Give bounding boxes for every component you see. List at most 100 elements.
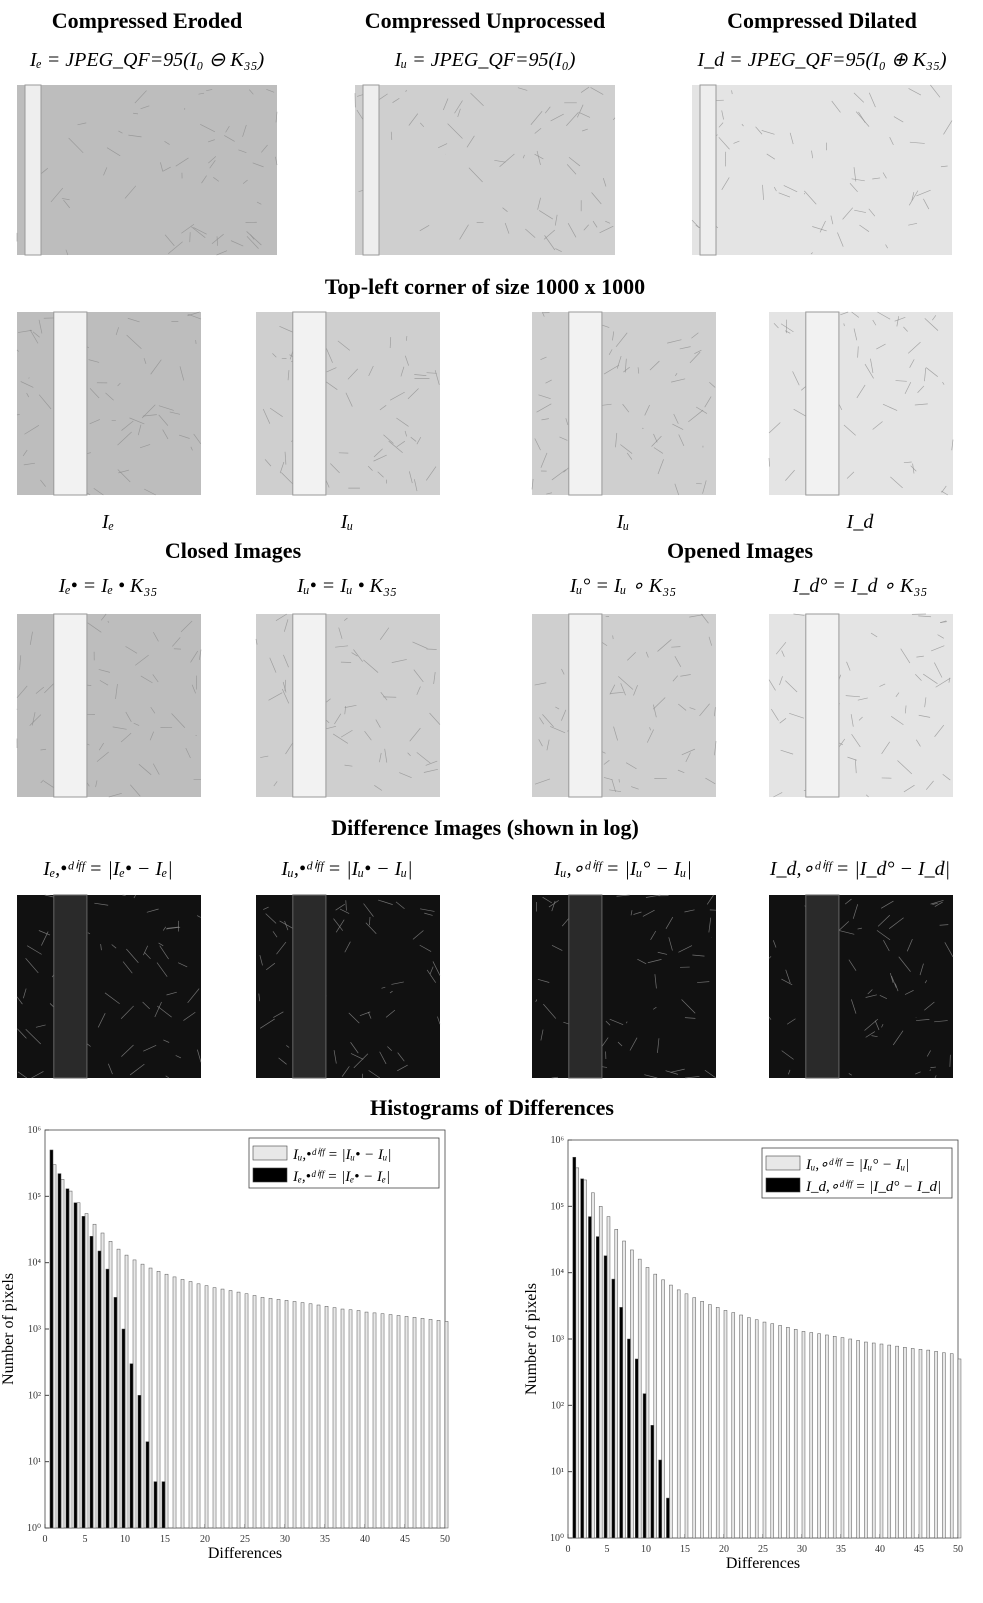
x-tick-label: 0 bbox=[43, 1534, 48, 1545]
bar bbox=[701, 1301, 704, 1538]
y-tick-label: 10⁶ bbox=[28, 1125, 42, 1136]
bar bbox=[109, 1241, 112, 1528]
y-tick-label: 10⁴ bbox=[551, 1268, 565, 1279]
bar bbox=[950, 1354, 953, 1538]
bar bbox=[162, 1482, 165, 1528]
image bbox=[256, 312, 440, 495]
x-tick-label: 20 bbox=[719, 1544, 729, 1555]
image-frame bbox=[54, 312, 87, 495]
bar bbox=[740, 1315, 743, 1538]
bar bbox=[779, 1325, 782, 1538]
x-axis-label: Differences bbox=[208, 1545, 282, 1562]
bar bbox=[133, 1260, 136, 1528]
bar bbox=[638, 1259, 641, 1538]
bar bbox=[755, 1320, 758, 1538]
bar bbox=[623, 1241, 626, 1538]
formula: I_d° = I_d ∘ K₃₅ bbox=[792, 575, 928, 597]
bar bbox=[716, 1307, 719, 1538]
image bbox=[17, 614, 201, 797]
bar bbox=[841, 1338, 844, 1538]
heading: Compressed Unprocessed bbox=[365, 8, 606, 33]
image bbox=[532, 614, 716, 797]
bar bbox=[66, 1189, 69, 1528]
bar bbox=[927, 1350, 930, 1538]
bar bbox=[205, 1286, 208, 1528]
image-frame bbox=[700, 85, 716, 255]
bar bbox=[333, 1308, 336, 1528]
bar bbox=[872, 1343, 875, 1538]
bar bbox=[325, 1306, 328, 1528]
formula: Iᵤ,•ᵈⁱᶠᶠ = |Iᵤ• − Iᵤ| bbox=[280, 858, 412, 880]
bar bbox=[810, 1333, 813, 1538]
bar bbox=[229, 1291, 232, 1528]
bar bbox=[293, 1301, 296, 1528]
bar bbox=[58, 1174, 61, 1528]
x-tick-label: 50 bbox=[440, 1534, 450, 1545]
bar bbox=[101, 1233, 104, 1528]
x-tick-label: 0 bbox=[566, 1544, 571, 1555]
heading: Difference Images (shown in log) bbox=[331, 815, 639, 840]
bar bbox=[903, 1347, 906, 1538]
bar bbox=[437, 1320, 440, 1528]
bar bbox=[584, 1180, 587, 1538]
bar bbox=[620, 1307, 623, 1538]
bar bbox=[581, 1179, 584, 1538]
bar bbox=[53, 1165, 56, 1528]
x-tick-label: 50 bbox=[953, 1544, 963, 1555]
bar bbox=[627, 1339, 630, 1538]
caption: Iₑ bbox=[101, 511, 114, 533]
bar bbox=[958, 1359, 961, 1538]
bar bbox=[90, 1236, 93, 1528]
bar bbox=[857, 1340, 860, 1538]
bar bbox=[596, 1237, 599, 1538]
x-tick-label: 20 bbox=[200, 1534, 210, 1545]
image bbox=[532, 312, 716, 495]
formula: Iᵤ• = Iᵤ • K₃₅ bbox=[296, 575, 397, 597]
bar bbox=[573, 1157, 576, 1538]
heading: Top-left corner of size 1000 x 1000 bbox=[325, 274, 645, 299]
bar bbox=[237, 1292, 240, 1528]
bar bbox=[818, 1334, 821, 1538]
bar bbox=[341, 1309, 344, 1528]
y-tick-label: 10² bbox=[551, 1400, 564, 1411]
heading: Opened Images bbox=[667, 538, 814, 563]
y-tick-label: 10³ bbox=[551, 1334, 564, 1345]
x-axis-label: Differences bbox=[726, 1555, 800, 1572]
bar bbox=[612, 1279, 615, 1538]
caption: Iᵤ bbox=[340, 511, 354, 533]
formula: Iₑ = JPEG_QF=95(I₀ ⊖ K₃₅) bbox=[29, 49, 265, 71]
y-axis-label: Number of pixels bbox=[0, 1273, 17, 1385]
bar bbox=[786, 1327, 789, 1538]
legend-swatch bbox=[766, 1156, 800, 1170]
x-tick-label: 35 bbox=[320, 1534, 330, 1545]
bar bbox=[122, 1329, 125, 1528]
image-frame bbox=[54, 895, 87, 1078]
image bbox=[769, 312, 953, 495]
bar bbox=[429, 1319, 432, 1528]
formula: I_d,∘ᵈⁱᶠᶠ = |I_d° − I_d| bbox=[769, 858, 950, 880]
bar bbox=[604, 1256, 607, 1538]
bar bbox=[85, 1214, 88, 1528]
bar bbox=[607, 1217, 610, 1538]
bar bbox=[93, 1224, 96, 1528]
figure: Compressed Eroded Compressed Unprocessed… bbox=[0, 0, 983, 1603]
image bbox=[256, 895, 440, 1078]
x-tick-label: 10 bbox=[120, 1534, 130, 1545]
bar bbox=[130, 1364, 133, 1528]
heading: Compressed Eroded bbox=[52, 8, 242, 33]
image bbox=[769, 895, 953, 1078]
bar bbox=[317, 1305, 320, 1528]
formula: Iₑ• = Iₑ • K₃₅ bbox=[58, 575, 158, 597]
bar bbox=[724, 1310, 727, 1538]
bar bbox=[61, 1179, 64, 1528]
bar bbox=[864, 1342, 867, 1538]
x-tick-label: 10 bbox=[641, 1544, 651, 1555]
image-frame bbox=[806, 895, 839, 1078]
bar bbox=[309, 1304, 312, 1528]
formula: Iᵤ = JPEG_QF=95(I₀) bbox=[394, 49, 576, 71]
x-tick-label: 45 bbox=[400, 1534, 410, 1545]
legend-swatch bbox=[253, 1146, 287, 1160]
bar bbox=[405, 1316, 408, 1528]
formula: Iᵤ,∘ᵈⁱᶠᶠ = |Iᵤ° − Iᵤ| bbox=[553, 858, 692, 880]
bar bbox=[421, 1318, 424, 1528]
